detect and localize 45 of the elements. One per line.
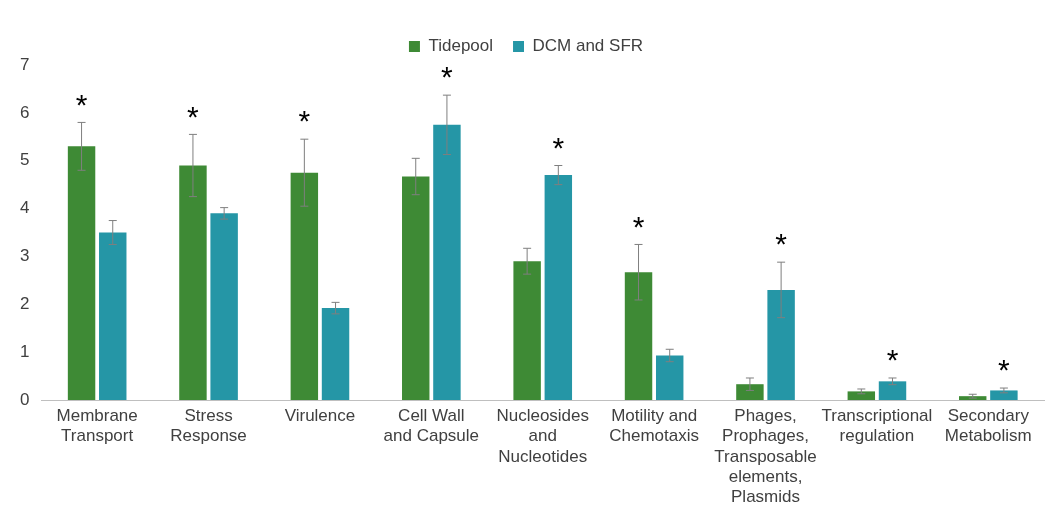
x-tick-label: Transcriptional regulation <box>821 405 933 446</box>
x-tick-label: Nucleosides and Nucleotides <box>496 405 590 466</box>
x-tick-label: Cell Wall and Capsule <box>383 405 480 446</box>
bar <box>99 232 127 400</box>
y-tick-label: 7 <box>19 54 30 74</box>
bar <box>513 261 541 400</box>
y-tick-label: 5 <box>19 150 30 170</box>
y-tick-label: 3 <box>19 246 30 266</box>
y-tick-label: 0 <box>19 389 30 409</box>
annotation: * <box>75 87 88 121</box>
annotation: * <box>775 227 788 261</box>
x-tick-label: Motility and Chemotaxis <box>609 405 699 446</box>
legend-label: DCM and SFR <box>532 36 644 56</box>
annotation: * <box>298 104 311 138</box>
y-tick-label: 4 <box>19 198 30 218</box>
bar <box>210 213 238 400</box>
bar <box>878 381 907 400</box>
bar <box>847 391 876 400</box>
y-tick-label: 1 <box>19 341 30 361</box>
annotation: * <box>187 99 200 133</box>
x-tick-label: Phages, Prophages, Transposable elements, Plasmids <box>714 405 817 507</box>
y-tick-label: 6 <box>19 102 30 122</box>
bar <box>544 175 573 400</box>
bar <box>433 124 461 400</box>
bar <box>767 289 795 400</box>
x-tick-label: Secondary Metabolism <box>944 405 1032 446</box>
x-tick-label: Membrane Transport <box>56 405 138 446</box>
legend-label: Tidepool <box>428 36 494 56</box>
bar <box>736 384 764 400</box>
annotation: * <box>441 60 454 94</box>
bar <box>402 176 430 400</box>
x-tick-label: Virulence <box>284 405 356 425</box>
bar <box>290 172 319 400</box>
annotation: * <box>632 209 645 243</box>
x-tick-label: Stress Response <box>170 405 247 446</box>
bar <box>624 272 653 400</box>
bar <box>655 355 684 400</box>
annotation: * <box>886 343 899 377</box>
annotation: * <box>998 353 1011 387</box>
bar <box>990 390 1018 400</box>
annotation: * <box>552 130 565 164</box>
bar <box>321 308 350 400</box>
bar <box>179 165 207 400</box>
y-tick-label: 2 <box>19 293 30 313</box>
bar <box>67 146 96 400</box>
